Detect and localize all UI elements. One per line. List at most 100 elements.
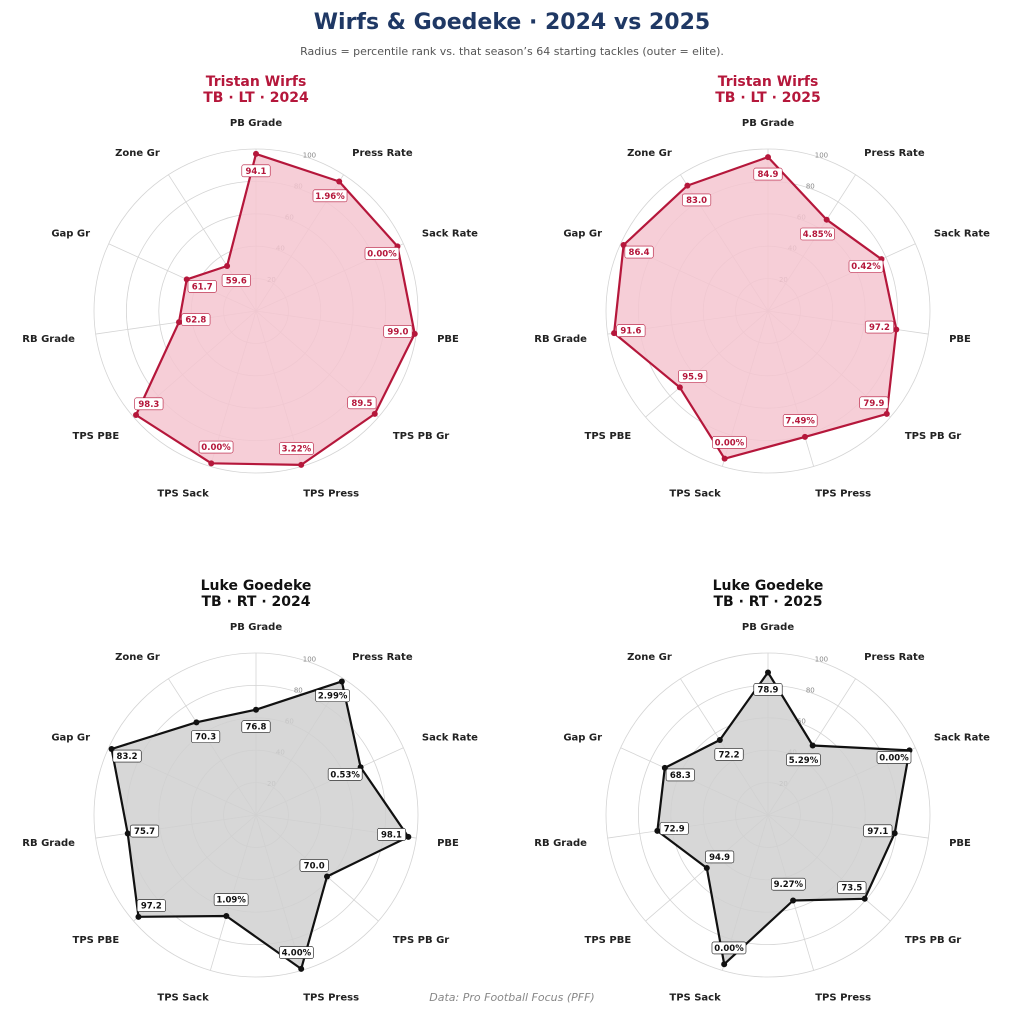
- value-label-tps-pbe: 98.3: [138, 400, 159, 410]
- radar-point-press-rate: [336, 178, 343, 185]
- chart-title-team-season: TB · LT · 2024: [203, 90, 309, 106]
- axis-label-rb-grade: RB Grade: [534, 838, 587, 849]
- value-label-tps-sack: 1.09%: [216, 896, 246, 906]
- value-label-press-rate: 4.85%: [803, 230, 833, 240]
- value-label-box: [714, 748, 744, 761]
- axis-label-zone-gr: Zone Gr: [115, 148, 160, 159]
- value-label-rb-grade: 91.6: [620, 327, 641, 337]
- axis-label-pb-grade: PB Grade: [230, 622, 282, 633]
- radial-tick-label: 60: [797, 718, 806, 726]
- radar-point-tps-sack: [721, 455, 728, 462]
- radar-point-tps-sack: [721, 961, 728, 968]
- value-label-box: [624, 245, 654, 259]
- value-label-zone-gr: 83.0: [686, 196, 707, 206]
- value-label-box: [312, 189, 348, 203]
- axis-label-pb-grade: PB Grade: [742, 622, 794, 633]
- radar-point-rb-grade: [176, 319, 183, 326]
- value-label-box: [786, 753, 821, 767]
- value-label-press-rate: 5.29%: [789, 756, 819, 766]
- axis-label-gap-gr: Gap Gr: [51, 732, 90, 743]
- value-label-gap-gr: 83.2: [117, 752, 138, 762]
- axis-label-tps-pbe: TPS PBE: [585, 935, 632, 946]
- value-label-box: [191, 730, 221, 743]
- value-label-box: [712, 436, 747, 449]
- value-label-box: [279, 442, 314, 455]
- page-title: Wirfs & Goedeke · 2024 vs 2025: [313, 10, 711, 35]
- value-label-box: [130, 824, 160, 838]
- radar-point-zone-gr: [224, 263, 231, 270]
- value-label-box: [782, 414, 818, 427]
- value-label-sack-rate: 0.53%: [330, 770, 360, 780]
- radar-point-press-rate: [823, 216, 830, 223]
- axis-label-tps-sack: TPS Sack: [157, 992, 209, 1003]
- chart-title-player: Tristan Wirfs: [718, 74, 819, 90]
- axis-label-pb-grade: PB Grade: [742, 118, 794, 129]
- axis-label-tps-pbe: TPS PBE: [73, 431, 120, 442]
- chart-title-team-season: TB · LT · 2025: [715, 90, 820, 106]
- value-label-box: [364, 247, 400, 260]
- radar-point-pb-grade: [765, 154, 771, 161]
- axis-label-gap-gr: Gap Gr: [563, 732, 602, 743]
- radar-point-press-rate: [338, 678, 345, 685]
- axis-label-tps-press: TPS Press: [815, 992, 871, 1003]
- value-label-pbe: 98.1: [381, 830, 402, 840]
- data-source-footer: Data: Pro Football Focus (PFF): [429, 991, 595, 1004]
- value-label-box: [241, 164, 271, 178]
- value-label-box: [112, 749, 142, 763]
- value-label-tps-sack: 0.00%: [715, 438, 745, 448]
- axis-label-pbe: PBE: [949, 334, 971, 345]
- radar-point-zone-gr: [193, 719, 200, 726]
- value-label-tps-sack: 0.00%: [201, 443, 231, 453]
- axis-label-zone-gr: Zone Gr: [115, 652, 160, 663]
- value-label-tps-pb-gr: 73.5: [841, 884, 862, 894]
- radar-point-tps-press: [801, 433, 808, 440]
- value-label-tps-pbe: 94.9: [709, 853, 730, 863]
- value-label-box: [876, 751, 912, 764]
- value-label-box: [711, 941, 747, 955]
- chart-title-player: Luke Goedeke: [713, 578, 824, 594]
- radial-tick-label: 80: [806, 686, 815, 694]
- value-label-sack-rate: 0.00%: [879, 753, 909, 763]
- value-label-zone-gr: 70.3: [195, 733, 216, 743]
- value-label-box: [347, 396, 377, 410]
- value-label-pb-grade: 76.8: [246, 723, 267, 733]
- value-label-zone-gr: 72.2: [719, 750, 740, 760]
- radar-point-zone-gr: [716, 737, 723, 744]
- value-label-box: [383, 325, 413, 338]
- axis-label-sack-rate: Sack Rate: [422, 228, 478, 239]
- value-label-box: [187, 280, 217, 293]
- radar-point-zone-gr: [684, 182, 691, 189]
- axis-label-pbe: PBE: [437, 838, 459, 849]
- axis-label-pbe: PBE: [437, 334, 459, 345]
- axis-label-rb-grade: RB Grade: [534, 334, 587, 345]
- value-label-tps-pbe: 97.2: [141, 902, 162, 912]
- radar-polygon: [656, 671, 911, 966]
- value-label-tps-sack: 0.00%: [714, 944, 744, 954]
- axis-label-tps-pb-gr: TPS PB Gr: [905, 935, 961, 946]
- axis-label-tps-press: TPS Press: [815, 488, 871, 499]
- value-label-box: [279, 946, 314, 959]
- axis-label-pbe: PBE: [949, 838, 971, 849]
- radar-point-tps-pbe: [133, 411, 140, 418]
- value-label-box: [863, 824, 893, 838]
- radar-point-tps-press: [298, 965, 305, 972]
- radar-point-tps-pbe: [676, 384, 683, 391]
- axis-label-press-rate: Press Rate: [864, 652, 925, 663]
- radar-point-tps-sack: [208, 460, 215, 467]
- value-label-gap-gr: 68.3: [670, 771, 691, 781]
- radar-point-rb-grade: [654, 827, 661, 834]
- value-label-box: [864, 320, 894, 334]
- radar-point-tps-pb-gr: [324, 873, 331, 880]
- chart-title-player: Luke Goedeke: [201, 578, 312, 594]
- radar-polygon: [110, 680, 410, 971]
- chart-title-team-season: TB · RT · 2025: [713, 594, 822, 610]
- value-label-gap-gr: 86.4: [629, 248, 650, 258]
- value-label-tps-pb-gr: 70.0: [304, 861, 325, 871]
- axis-label-tps-pb-gr: TPS PB Gr: [393, 431, 449, 442]
- value-label-box: [848, 259, 884, 273]
- value-label-box: [327, 767, 363, 781]
- axis-label-tps-pbe: TPS PBE: [585, 431, 632, 442]
- value-label-sack-rate: 0.42%: [851, 262, 881, 272]
